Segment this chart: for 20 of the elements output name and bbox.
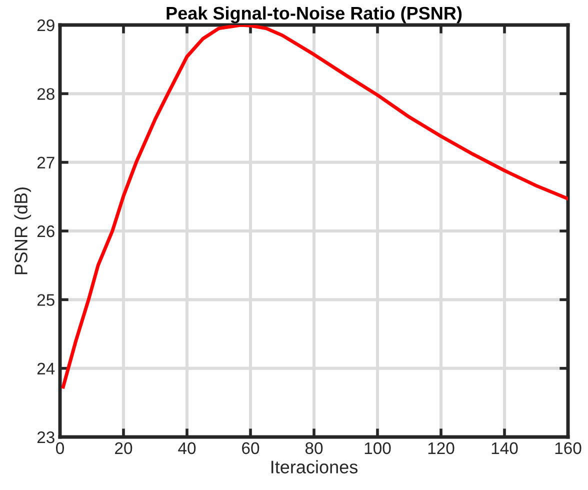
y-tick-label: 28 bbox=[37, 88, 54, 100]
x-tick-label: 0 bbox=[56, 442, 64, 454]
y-tick-label: 29 bbox=[37, 19, 54, 32]
y-tick-label: 24 bbox=[37, 362, 55, 374]
x-axis-title: Iteraciones bbox=[272, 460, 358, 474]
line-series bbox=[61, 25, 568, 389]
y-axis-title: PSNR (dB) bbox=[14, 187, 32, 274]
y-tick-label: 23 bbox=[37, 431, 54, 444]
chart-title: Peak Signal-to-Noise Ratio (PSNR) bbox=[166, 6, 462, 24]
x-tick-label: 80 bbox=[305, 442, 323, 454]
x-tick-label: 120 bbox=[428, 442, 454, 454]
y-tick-label: 25 bbox=[37, 294, 54, 306]
x-tick-label: 40 bbox=[178, 442, 196, 454]
x-tick-label: 160 bbox=[555, 442, 582, 454]
x-tick-label: 100 bbox=[364, 442, 391, 454]
x-tick-label: 20 bbox=[115, 442, 132, 454]
x-tick-label: 60 bbox=[242, 442, 260, 454]
y-tick-label: 26 bbox=[37, 225, 54, 238]
x-tick-label: 140 bbox=[492, 442, 518, 454]
y-tick-label: 27 bbox=[37, 156, 54, 168]
